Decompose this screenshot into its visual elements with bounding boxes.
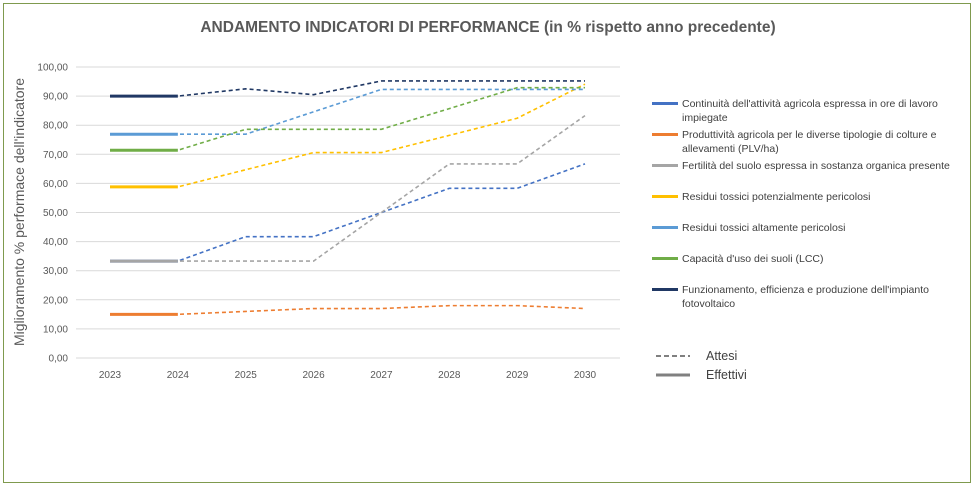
series-line-attesi — [110, 304, 586, 316]
y-tick-label: 50,00 — [43, 208, 68, 219]
style-legend-solid: Effettivi — [656, 368, 747, 382]
y-axis-label: Miglioramento % performace dell'indicato… — [11, 78, 27, 346]
x-tick-label: 2023 — [99, 370, 122, 381]
x-tick-label: 2030 — [574, 370, 597, 381]
legend-item: Capacità d'uso dei suoli (LCC) — [652, 253, 824, 265]
legend-item: Fertilità del suolo espressa in sostanza… — [652, 160, 950, 172]
legend-label: Continuità dell'attività agricola espres… — [682, 98, 938, 124]
x-tick-label: 2026 — [302, 370, 325, 381]
series-lines — [110, 80, 586, 316]
series-line-attesi — [110, 83, 586, 188]
chart-frame — [3, 3, 971, 483]
series-line-attesi — [110, 80, 585, 97]
y-tick-label: 100,00 — [37, 63, 68, 74]
series-line-attesi — [110, 163, 586, 262]
x-tick-label: 2029 — [506, 370, 529, 381]
legend-item: Funzionamento, efficienza e produzione d… — [652, 284, 929, 310]
y-tick-label: 70,00 — [43, 150, 68, 161]
legend-label: Produttività agricola per le diverse tip… — [682, 129, 937, 155]
legend-label: Funzionamento, efficienza e produzione d… — [682, 284, 929, 310]
y-tick-label: 60,00 — [43, 179, 68, 190]
legend-label: Residui tossici potenzialmente pericolos… — [682, 191, 871, 203]
style-legend-label: Attesi — [706, 349, 737, 363]
x-tick-label: 2025 — [235, 370, 258, 381]
legend-item: Residui tossici potenzialmente pericolos… — [652, 191, 871, 203]
line-style-legend: Attesi Effettivi — [656, 349, 747, 382]
y-tick-label: 40,00 — [43, 237, 68, 248]
series-line-attesi — [110, 86, 585, 152]
legend-item: Continuità dell'attività agricola espres… — [652, 98, 938, 124]
y-tick-label: 90,00 — [43, 92, 68, 103]
y-tick-labels: 0,00 10,00 20,00 30,00 40,00 50,00 60,00 70,00 8… — [37, 63, 68, 365]
x-tick-label: 2028 — [438, 370, 461, 381]
chart-title: ANDAMENTO INDICATORI DI PERFORMANCE (in … — [200, 19, 775, 36]
legend-label: Capacità d'uso dei suoli (LCC) — [682, 253, 824, 265]
style-legend-label: Effettivi — [706, 368, 747, 382]
y-tick-label: 80,00 — [43, 121, 68, 132]
y-tick-label: 30,00 — [43, 266, 68, 277]
x-tick-label: 2027 — [370, 370, 393, 381]
style-legend-dashed: Attesi — [656, 349, 737, 363]
legend-item: Produttività agricola per le diverse tip… — [652, 129, 937, 155]
x-tick-labels: 2023 2024 2025 2026 2027 2028 2029 2030 — [99, 370, 597, 381]
legend: Continuità dell'attività agricola espres… — [652, 98, 950, 310]
series-line-attesi — [110, 114, 586, 262]
legend-label: Fertilità del suolo espressa in sostanza… — [682, 160, 950, 172]
series-line-attesi — [110, 88, 585, 136]
y-tick-label: 0,00 — [49, 354, 69, 365]
y-tick-label: 10,00 — [43, 324, 68, 335]
x-tick-label: 2024 — [167, 370, 190, 381]
legend-item: Residui tossici altamente pericolosi — [652, 222, 845, 234]
y-tick-label: 20,00 — [43, 295, 68, 306]
legend-label: Residui tossici altamente pericolosi — [682, 222, 845, 234]
